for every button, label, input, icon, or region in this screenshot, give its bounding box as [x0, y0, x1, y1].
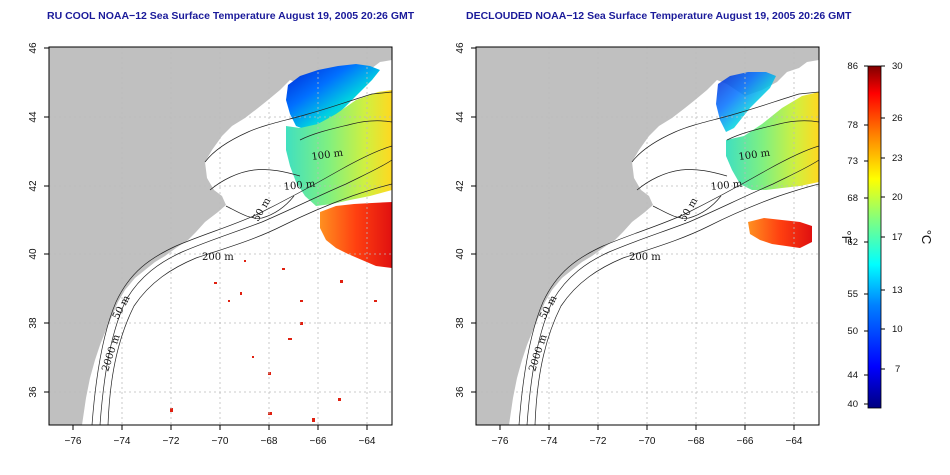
fahrenheit-unit-label: °F — [839, 230, 854, 243]
y-tick-label: 42 — [28, 180, 39, 192]
x-tick-label: −76 — [65, 436, 82, 447]
colorbar-ticks-f — [864, 65, 868, 405]
x-tick-label: −76 — [492, 436, 509, 447]
x-tick-label: −68 — [688, 436, 705, 447]
y-axis: 36 38 40 42 44 46 — [28, 42, 49, 398]
x-tick-label: −70 — [639, 436, 656, 447]
contour-label-100m: 100 m — [283, 179, 316, 193]
x-axis: −76 −74 −72 −70 −68 −66 −64 — [65, 425, 376, 447]
y-tick-label: 40 — [455, 248, 466, 260]
y-tick-label: 36 — [28, 386, 39, 398]
contour-label-200m: 200 m — [629, 252, 661, 263]
colorbar: 86 78 73 68 62 55 50 44 40 30 26 23 20 1… — [839, 61, 934, 410]
left-panel-title: RU COOL NOAA−12 Sea Surface Temperature … — [47, 10, 415, 22]
x-tick-label: −72 — [590, 436, 607, 447]
x-axis: −76 −74 −72 −70 −68 −66 −64 — [492, 425, 803, 447]
x-tick-label: −70 — [212, 436, 229, 447]
x-tick-label: −66 — [310, 436, 327, 447]
fahrenheit-tick-label: 40 — [847, 399, 858, 410]
celsius-tick-label: 10 — [892, 324, 903, 335]
x-tick-label: −74 — [114, 436, 131, 447]
sst-shelf-water — [286, 90, 392, 206]
sst-speckles — [170, 260, 377, 422]
y-tick-label: 44 — [455, 111, 466, 123]
bathymetry-contours — [91, 91, 392, 425]
fahrenheit-tick-label: 73 — [847, 156, 858, 167]
land-mass — [330, 47, 392, 70]
celsius-tick-label: 20 — [892, 192, 903, 203]
left-map-panel: 100 m 100 m 50 m 200 m 50 m 2000 m −76 −… — [28, 42, 393, 447]
sst-gulf-stream — [320, 202, 392, 268]
y-tick-label: 38 — [28, 317, 39, 329]
x-tick-label: −74 — [541, 436, 558, 447]
contour-label-100m: 100 m — [738, 148, 771, 163]
x-tick-label: −64 — [359, 436, 376, 447]
celsius-unit-label: °C — [919, 230, 934, 245]
y-tick-label: 44 — [28, 111, 39, 123]
celsius-tick-label: 30 — [892, 61, 903, 72]
fahrenheit-tick-label: 68 — [847, 193, 858, 204]
map-gridlines — [49, 47, 392, 425]
fahrenheit-tick-label: 86 — [847, 61, 858, 72]
y-axis: 36 38 40 42 44 46 — [455, 42, 476, 398]
bathymetry-contours — [518, 91, 819, 425]
land-mass — [49, 47, 392, 425]
sst-gulf-stream — [748, 218, 812, 248]
fahrenheit-tick-label: 62 — [847, 237, 858, 248]
right-map-panel: 100 m 100 m 50 m 200 m 50 m 2000 m −76 −… — [455, 42, 820, 447]
x-tick-label: −72 — [163, 436, 180, 447]
celsius-tick-label: 26 — [892, 113, 903, 124]
sst-shelf-water — [726, 92, 819, 190]
x-tick-label: −64 — [786, 436, 803, 447]
colorbar-ticks-c — [881, 65, 885, 370]
fahrenheit-tick-label: 78 — [847, 120, 858, 131]
fahrenheit-tick-label: 44 — [847, 370, 858, 381]
fahrenheit-tick-label: 55 — [847, 289, 858, 300]
y-tick-label: 40 — [28, 248, 39, 260]
right-panel-title: DECLOUDED NOAA−12 Sea Surface Temperatur… — [466, 10, 852, 22]
y-tick-label: 42 — [455, 180, 466, 192]
celsius-tick-label: 7 — [895, 364, 900, 375]
contour-label-100m: 100 m — [710, 179, 743, 193]
celsius-tick-label: 17 — [892, 232, 903, 243]
celsius-tick-label: 23 — [892, 153, 903, 164]
y-tick-label: 46 — [455, 42, 466, 54]
land-mass — [476, 47, 819, 425]
fahrenheit-tick-label: 50 — [847, 326, 858, 337]
y-tick-label: 36 — [455, 386, 466, 398]
celsius-tick-label: 13 — [892, 285, 903, 296]
y-tick-label: 46 — [28, 42, 39, 54]
y-tick-label: 38 — [455, 317, 466, 329]
x-tick-label: −68 — [261, 436, 278, 447]
contour-label-200m: 200 m — [202, 252, 234, 263]
colorbar-gradient — [867, 65, 882, 409]
contour-label-100m: 100 m — [311, 148, 344, 163]
map-gridlines — [476, 47, 819, 425]
x-tick-label: −66 — [737, 436, 754, 447]
